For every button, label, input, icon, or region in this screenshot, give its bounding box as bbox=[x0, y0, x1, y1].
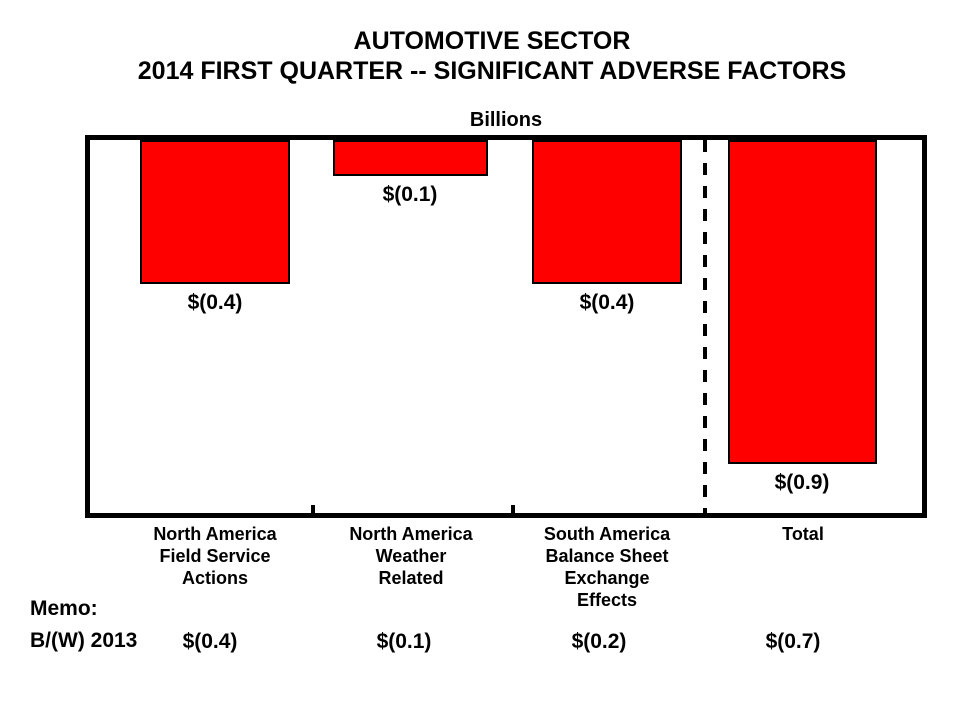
dashed-separator-line bbox=[703, 140, 707, 513]
bar bbox=[140, 140, 290, 284]
bar bbox=[333, 140, 488, 176]
bar bbox=[532, 140, 682, 284]
plot-frame: $(0.4) $(0.1) $(0.4) $(0.9) bbox=[85, 135, 927, 518]
category-label: South America Balance Sheet Exchange Eff… bbox=[543, 524, 671, 610]
chart-title-block: AUTOMOTIVE SECTOR 2014 FIRST QUARTER -- … bbox=[22, 26, 960, 86]
bar-value-label: $(0.4) bbox=[187, 291, 243, 314]
memo-value: $(0.2) bbox=[571, 630, 627, 653]
memo-value: $(0.7) bbox=[765, 630, 821, 653]
bar-value-label: $(0.9) bbox=[774, 471, 830, 494]
axis-tick bbox=[311, 505, 315, 513]
memo-value: $(0.4) bbox=[182, 630, 238, 653]
category-label: Total bbox=[782, 524, 824, 544]
chart-title: AUTOMOTIVE SECTOR bbox=[353, 27, 631, 55]
bar-value-label: $(0.1) bbox=[382, 183, 438, 206]
memo-value: $(0.1) bbox=[376, 630, 432, 653]
category-label: North America Field Service Actions bbox=[153, 524, 277, 588]
category-label: North America Weather Related bbox=[349, 524, 473, 588]
memo-row-label: B/(W) 2013 bbox=[30, 629, 138, 652]
bar-value-label: $(0.4) bbox=[579, 291, 635, 314]
axis-tick bbox=[511, 505, 515, 513]
plot-area: $(0.4) $(0.1) $(0.4) $(0.9) bbox=[90, 140, 922, 513]
memo-heading: Memo: bbox=[30, 597, 98, 620]
chart-subtitle: 2014 FIRST QUARTER -- SIGNIFICANT ADVERS… bbox=[137, 57, 847, 85]
bar bbox=[728, 140, 877, 464]
axis-unit-label: Billions bbox=[469, 109, 543, 131]
